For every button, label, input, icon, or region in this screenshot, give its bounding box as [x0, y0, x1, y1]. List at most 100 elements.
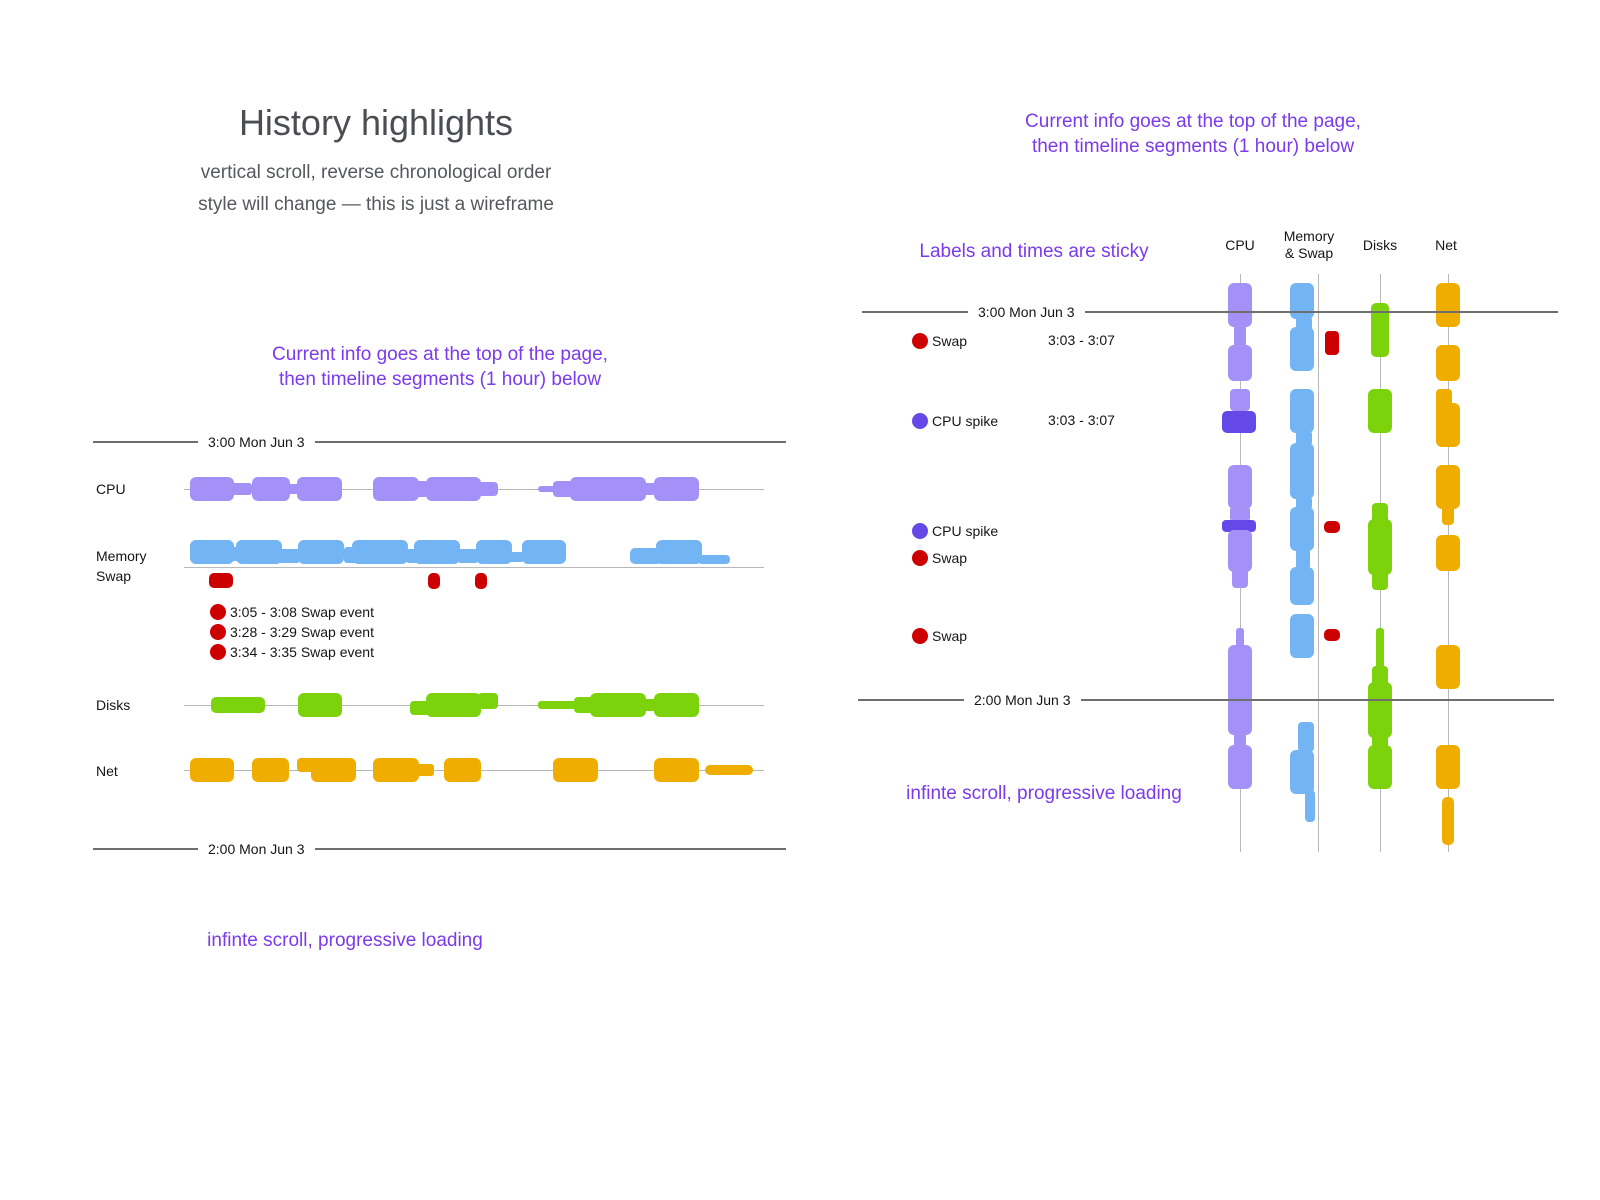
- memory-vbar: [1290, 614, 1314, 658]
- time-axis-bottom: [93, 848, 786, 850]
- disks-vbar: [1368, 682, 1392, 738]
- event-swap-3: Swap: [912, 625, 967, 646]
- memory-vbar: [1296, 497, 1312, 509]
- cpu-spike-mark: [1222, 520, 1256, 532]
- memory-bar: [698, 555, 730, 564]
- net-bar: [252, 758, 289, 782]
- memory-vbar: [1290, 283, 1314, 319]
- event-swap-1: Swap: [912, 330, 967, 351]
- swap-vmark: [1324, 521, 1340, 533]
- swap-dot: [912, 628, 928, 645]
- time-label-top: 3:00 Mon Jun 3: [198, 434, 315, 450]
- disks-vbar: [1372, 503, 1388, 523]
- cpu-bar: [642, 483, 656, 495]
- vertical-time-label-top: 3:00 Mon Jun 3: [968, 304, 1085, 320]
- column-header-memory: Memory: [1283, 228, 1335, 244]
- event-label: Swap: [932, 628, 968, 645]
- disks-bar: [538, 701, 578, 709]
- column-header-swap: & Swap: [1284, 245, 1334, 261]
- memory-vbar: [1305, 790, 1315, 822]
- swap-mark: [475, 573, 487, 589]
- swap-event-3: 3:34 - 3:35 Swap event: [210, 641, 374, 662]
- swap-event-1: 3:05 - 3:08 Swap event: [210, 601, 374, 622]
- swap-dot: [210, 604, 226, 621]
- row-label-memory: Memory: [96, 548, 147, 564]
- swap-event-2: 3:28 - 3:29 Swap event: [210, 621, 374, 642]
- memory-vbar: [1290, 443, 1314, 499]
- memory-bar: [522, 540, 566, 564]
- cpu-bar: [230, 483, 252, 495]
- swap-mark: [209, 573, 233, 588]
- cpu-vbar: [1228, 645, 1252, 735]
- net-vbar: [1436, 535, 1460, 571]
- cpu-bar: [190, 477, 234, 501]
- memory-vbar: [1290, 750, 1314, 794]
- cpu-bar: [553, 481, 573, 497]
- swap-vmark: [1324, 629, 1340, 641]
- vertical-note-line-2: then timeline segments (1 hour) below: [1031, 136, 1355, 157]
- disks-bar: [298, 693, 342, 717]
- row-label-cpu: CPU: [96, 481, 126, 497]
- vertical-time-axis-bottom: [858, 699, 1554, 701]
- disks-bar: [211, 697, 265, 713]
- column-header-cpu: CPU: [1225, 237, 1255, 253]
- time-label-bottom: 2:00 Mon Jun 3: [198, 841, 315, 857]
- vertical-note: Current info goes at the top of the page…: [968, 109, 1418, 159]
- event-label: Swap: [932, 333, 968, 350]
- event-label: CPU spike: [932, 523, 999, 540]
- cpu-vbar: [1230, 389, 1250, 411]
- net-vbar: [1436, 645, 1460, 689]
- cpu-bar: [478, 482, 498, 496]
- disks-vbar: [1372, 666, 1388, 686]
- cpu-vbar: [1228, 745, 1252, 789]
- cpu-vbar: [1236, 628, 1244, 650]
- swap-dot: [210, 624, 226, 641]
- disks-vbar: [1376, 628, 1384, 670]
- disks-vbar: [1368, 389, 1392, 433]
- disks-bar: [654, 693, 699, 717]
- memory-bar: [352, 540, 408, 564]
- memory-bar: [476, 540, 512, 564]
- memory-bar: [656, 540, 702, 564]
- horizontal-note-line-2: then timeline segments (1 hour) below: [278, 369, 602, 390]
- net-bar: [414, 764, 434, 776]
- swap-dot: [912, 333, 928, 350]
- disks-bar: [478, 693, 498, 709]
- event-label: CPU spike: [932, 413, 999, 430]
- disks-bar: [590, 693, 646, 717]
- event-time-1: 3:03 - 3:07: [1048, 332, 1115, 348]
- event-cpu-spike-2: CPU spike: [912, 520, 998, 541]
- net-bar: [190, 758, 234, 782]
- vertical-time-axis-top: [862, 311, 1558, 313]
- vtrack-memory: [1318, 274, 1319, 852]
- horizontal-note-line-1: Current info goes at the top of the page…: [272, 344, 608, 365]
- cpu-spike-dot: [912, 523, 928, 540]
- cpu-spike-mark: [1222, 411, 1256, 433]
- memory-vbar: [1290, 507, 1314, 551]
- sticky-note: Labels and times are sticky: [919, 241, 1149, 262]
- memory-bar: [414, 540, 460, 564]
- time-axis-top: [93, 441, 786, 443]
- memory-bar: [508, 552, 524, 562]
- cpu-vbar: [1232, 568, 1248, 588]
- swap-event-label: 3:34 - 3:35 Swap event: [230, 644, 374, 661]
- cpu-vbar: [1228, 530, 1252, 572]
- memory-vbar: [1290, 389, 1314, 433]
- cpu-spike-dot: [912, 413, 928, 430]
- net-vbar: [1442, 505, 1454, 525]
- event-label: Swap: [932, 550, 968, 567]
- horizontal-footer: infinte scroll, progressive loading: [207, 930, 483, 951]
- swap-dot: [912, 550, 928, 567]
- vertical-footer: infinte scroll, progressive loading: [906, 783, 1182, 804]
- cpu-vbar: [1228, 465, 1252, 509]
- net-vbar: [1436, 403, 1460, 447]
- disks-vbar: [1368, 519, 1392, 575]
- net-bar: [553, 758, 598, 782]
- subtitle-line-2: style will change — this is just a wiref…: [198, 194, 554, 215]
- cpu-bar: [426, 477, 481, 501]
- cpu-bar: [286, 484, 300, 494]
- net-bar: [373, 758, 419, 782]
- swap-event-label: 3:28 - 3:29 Swap event: [230, 624, 374, 641]
- memory-vbar: [1296, 549, 1310, 569]
- net-vbar: [1442, 797, 1454, 845]
